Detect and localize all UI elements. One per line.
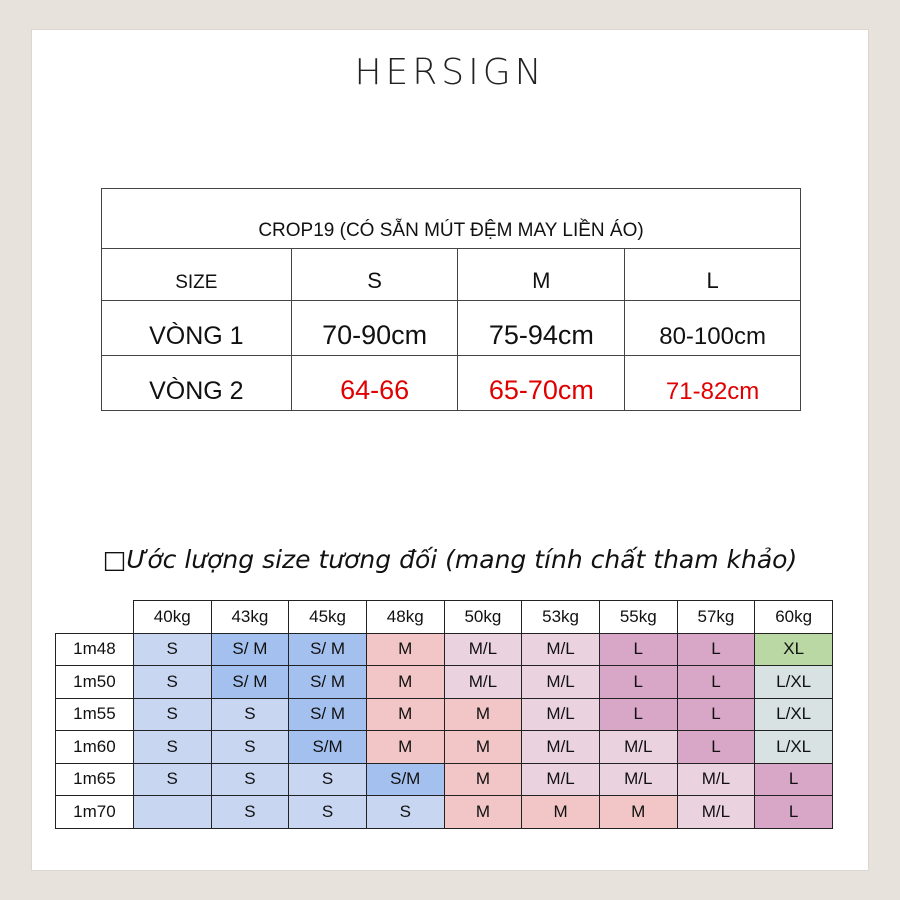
size-cell: L xyxy=(598,697,678,731)
size-header-m: M xyxy=(457,248,626,301)
size-cell: S xyxy=(365,795,445,829)
height-label: 1m55 xyxy=(55,697,134,731)
size-cell: M/L xyxy=(521,697,600,731)
value-l: 71-82cm xyxy=(624,355,801,411)
weight-header: 50kg xyxy=(443,600,523,634)
size-cell: L/XL xyxy=(754,730,833,764)
size-estimate-grid: 40kg 43kg 45kg 48kg 50kg 53kg 55kg 57kg … xyxy=(55,600,833,829)
value-m: 65-70cm xyxy=(457,355,626,411)
size-cell: M/L xyxy=(676,762,756,796)
height-label: 1m70 xyxy=(55,795,134,829)
row-label: VÒNG 2 xyxy=(101,355,292,411)
size-cell: S xyxy=(288,762,367,796)
size-cell: S xyxy=(132,665,212,699)
size-cell: S/ M xyxy=(288,697,367,731)
height-label: 1m50 xyxy=(55,665,134,699)
size-cell: L xyxy=(754,762,833,796)
row-label: VÒNG 1 xyxy=(101,300,292,356)
size-cell: M xyxy=(598,795,678,829)
size-cell: M/L xyxy=(521,665,600,699)
size-header-label: SIZE xyxy=(101,248,292,301)
size-cell: XL xyxy=(754,632,833,666)
size-cell: M/L xyxy=(598,730,678,764)
grid-row-1m50: 1m50 S S/ M S/ M M M/L M/L L L L/XL xyxy=(55,665,833,699)
weight-header: 53kg xyxy=(521,600,600,634)
estimate-heading: □Ước lượng size tương đối (mang tính chấ… xyxy=(102,545,798,574)
size-cell: M/L xyxy=(443,665,523,699)
size-cell: S xyxy=(210,795,290,829)
size-cell: S/ M xyxy=(288,632,367,666)
grid-row-1m65: 1m65 S S S S/M M M/L M/L M/L L xyxy=(55,762,833,796)
size-cell: L xyxy=(676,697,756,731)
size-cell: L/XL xyxy=(754,697,833,731)
size-cell: S xyxy=(210,697,290,731)
size-cell: M/L xyxy=(598,762,678,796)
size-table-header-row: SIZE S M L xyxy=(101,248,801,301)
size-cell: M xyxy=(365,632,445,666)
grid-weight-row: 40kg 43kg 45kg 48kg 50kg 53kg 55kg 57kg … xyxy=(55,600,833,634)
size-cell xyxy=(132,795,212,829)
size-cell: L/XL xyxy=(754,665,833,699)
height-label: 1m65 xyxy=(55,762,134,796)
size-cell: S/M xyxy=(365,762,445,796)
weight-header: 60kg xyxy=(754,600,833,634)
weight-header: 43kg xyxy=(210,600,290,634)
size-cell: L xyxy=(754,795,833,829)
brand-logo: HERSIGN xyxy=(354,52,546,93)
size-cell: M xyxy=(443,730,523,764)
size-cell: M/L xyxy=(676,795,756,829)
weight-header: 45kg xyxy=(288,600,367,634)
size-cell: S/M xyxy=(288,730,367,764)
weight-header: 57kg xyxy=(676,600,756,634)
size-row-vong-2: VÒNG 2 64-66 65-70cm 71-82cm xyxy=(101,355,801,411)
size-header-s: S xyxy=(290,248,459,301)
grid-row-1m48: 1m48 S S/ M S/ M M M/L M/L L L XL xyxy=(55,632,833,666)
size-cell: L xyxy=(676,665,756,699)
size-cell: L xyxy=(676,632,756,666)
value-l: 80-100cm xyxy=(624,300,801,356)
size-cell: S xyxy=(132,697,212,731)
size-cell: M xyxy=(443,762,523,796)
value-s: 70-90cm xyxy=(290,300,459,356)
size-header-l: L xyxy=(624,248,801,301)
height-label: 1m48 xyxy=(55,632,134,666)
weight-header: 55kg xyxy=(598,600,678,634)
height-label: 1m60 xyxy=(55,730,134,764)
size-cell: L xyxy=(598,665,678,699)
weight-header: 48kg xyxy=(365,600,445,634)
size-cell: S xyxy=(132,762,212,796)
weight-header: 40kg xyxy=(132,600,212,634)
size-cell: M/L xyxy=(521,730,600,764)
size-cell: S xyxy=(132,632,212,666)
size-table-title: CROP19 (CÓ SẴN MÚT ĐỆM MAY LIỀN ÁO) xyxy=(101,188,801,249)
size-cell: S xyxy=(210,730,290,764)
size-cell: M xyxy=(521,795,600,829)
grid-row-1m70: 1m70 S S S M M M M/L L xyxy=(55,795,833,829)
size-cell: S xyxy=(210,762,290,796)
size-cell: M xyxy=(365,665,445,699)
size-cell: S xyxy=(288,795,367,829)
size-cell: M xyxy=(443,697,523,731)
size-cell: M xyxy=(365,697,445,731)
value-m: 75-94cm xyxy=(457,300,626,356)
size-cell: S/ M xyxy=(210,632,290,666)
grid-row-1m60: 1m60 S S S/M M M M/L M/L L L/XL xyxy=(55,730,833,764)
size-cell: M xyxy=(365,730,445,764)
size-cell: M/L xyxy=(521,632,600,666)
size-row-vong-1: VÒNG 1 70-90cm 75-94cm 80-100cm xyxy=(101,300,801,356)
size-cell: S/ M xyxy=(288,665,367,699)
size-cell: M xyxy=(443,795,523,829)
grid-corner xyxy=(55,600,134,634)
grid-row-1m55: 1m55 S S S/ M M M M/L L L L/XL xyxy=(55,697,833,731)
size-table-title-row: CROP19 (CÓ SẴN MÚT ĐỆM MAY LIỀN ÁO) xyxy=(101,188,801,249)
size-cell: L xyxy=(598,632,678,666)
size-cell: M/L xyxy=(521,762,600,796)
value-s: 64-66 xyxy=(290,355,459,411)
size-cell: M/L xyxy=(443,632,523,666)
size-table: CROP19 (CÓ SẴN MÚT ĐỆM MAY LIỀN ÁO) SIZE… xyxy=(101,188,801,411)
size-cell: S/ M xyxy=(210,665,290,699)
size-cell: L xyxy=(676,730,756,764)
size-cell: S xyxy=(132,730,212,764)
